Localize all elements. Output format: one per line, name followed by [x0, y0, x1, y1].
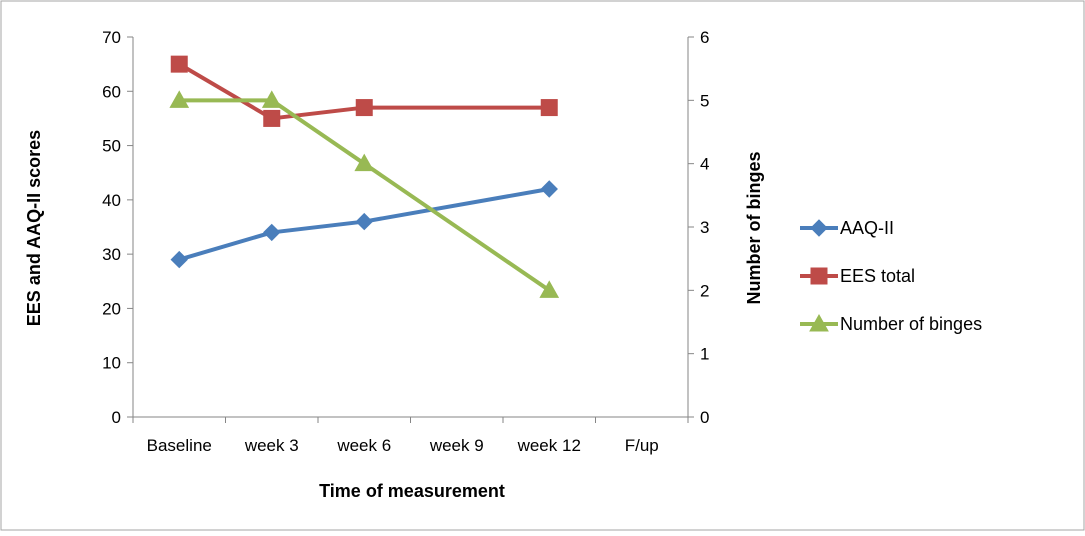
series-line [178, 187, 550, 262]
data-point [354, 153, 375, 172]
y2-tick-label: 6 [700, 28, 709, 47]
series-line [179, 98, 551, 292]
y-tick-label: 50 [102, 137, 121, 156]
data-point [170, 55, 188, 73]
series-line [178, 62, 550, 121]
y2-tick-label: 0 [700, 408, 709, 427]
y-axis-title: EES and AAQ-II scores [24, 130, 44, 326]
legend-swatch-marker [810, 267, 828, 285]
legend-label: Number of binges [840, 314, 982, 334]
legend-label: EES total [840, 266, 915, 286]
legend-entry: AAQ-II [800, 218, 894, 238]
x-tick-label: Baseline [147, 436, 212, 455]
x-tick-label: F/up [625, 436, 659, 455]
y-tick-label: 20 [102, 299, 121, 318]
series-ees-total [170, 55, 558, 127]
data-point [540, 99, 558, 117]
y-tick-label: 60 [102, 82, 121, 101]
legend-entry: EES total [800, 266, 915, 286]
data-point [539, 280, 560, 298]
series-aaq-ii [170, 180, 558, 269]
y2-tick-label: 1 [700, 345, 709, 364]
x-tick-label: week 12 [517, 436, 581, 455]
series-number-of-binges [169, 90, 560, 298]
data-point [170, 250, 188, 269]
y-tick-label: 0 [112, 408, 121, 427]
y2-tick-label: 2 [700, 281, 709, 300]
x-tick-label: week 6 [336, 436, 391, 455]
data-point [261, 90, 282, 108]
y-tick-label: 40 [102, 191, 121, 210]
y2-tick-label: 3 [700, 218, 709, 237]
y-tick-label: 30 [102, 245, 121, 264]
y-tick-label: 70 [102, 28, 121, 47]
y2-axis-title: Number of binges [744, 151, 764, 304]
data-point [355, 212, 373, 231]
data-point [540, 180, 558, 198]
data-point [355, 99, 373, 117]
x-tick-label: week 3 [244, 436, 299, 455]
y-tick-label: 10 [102, 354, 121, 373]
legend-label: AAQ-II [840, 218, 894, 238]
data-point [263, 223, 281, 242]
data-point [169, 90, 190, 108]
x-axis-title: Time of measurement [319, 481, 505, 501]
y2-tick-label: 4 [700, 155, 709, 174]
y2-tick-label: 5 [700, 91, 709, 110]
legend-entry: Number of binges [800, 313, 982, 334]
legend-swatch-marker [810, 219, 828, 237]
data-point [263, 109, 281, 127]
legend-swatch-marker [809, 313, 829, 332]
x-tick-label: week 9 [429, 436, 484, 455]
